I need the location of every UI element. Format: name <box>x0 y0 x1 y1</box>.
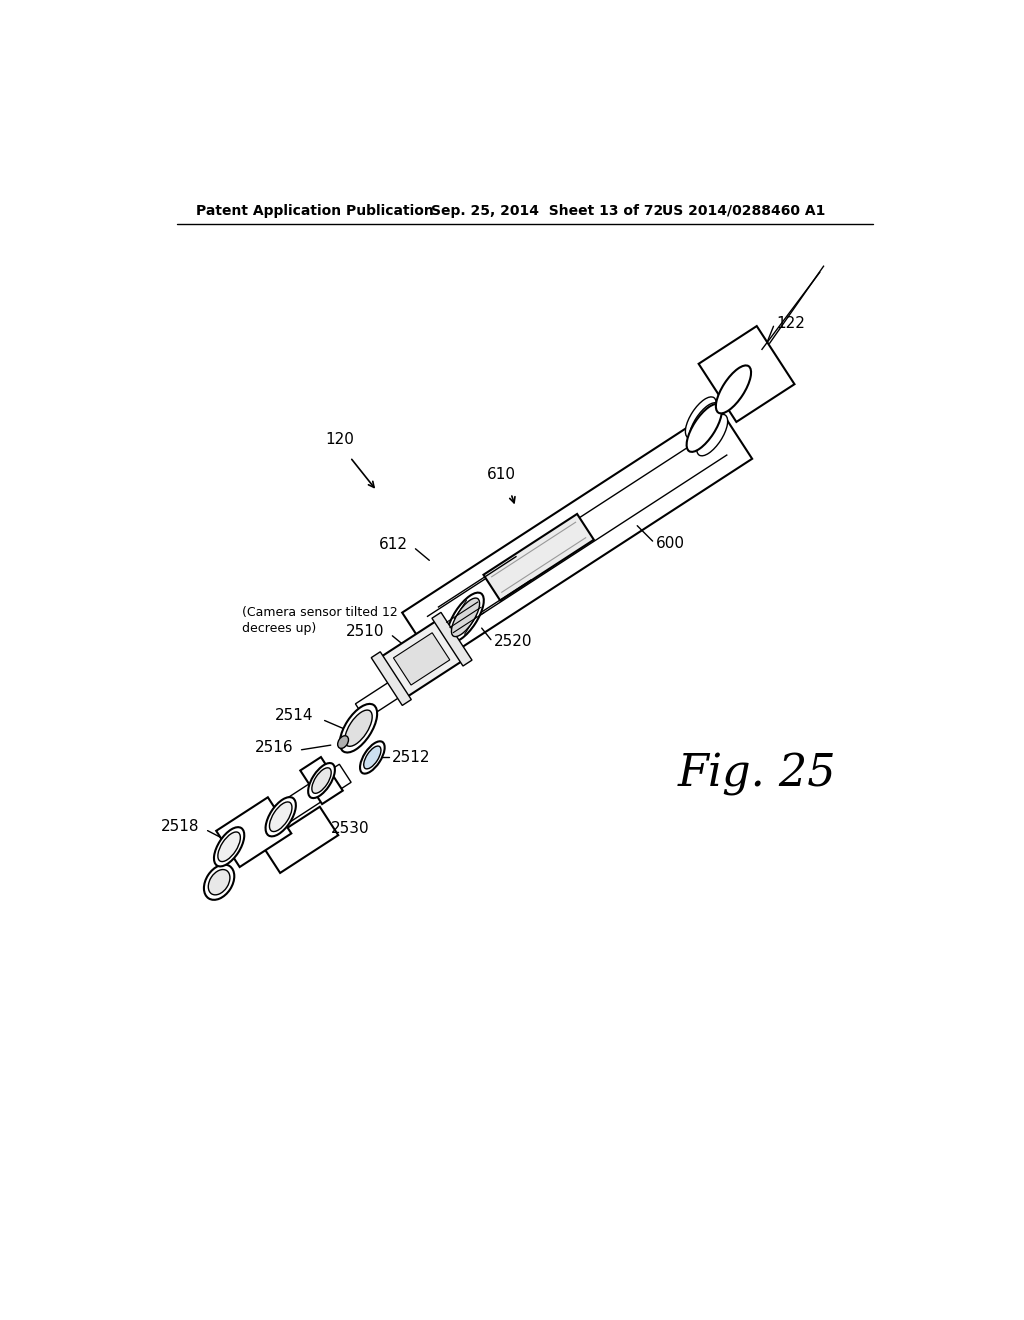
Polygon shape <box>432 612 472 667</box>
Ellipse shape <box>340 704 377 752</box>
Polygon shape <box>698 326 795 422</box>
Ellipse shape <box>269 803 292 832</box>
Text: (Camera sensor tilted 12: (Camera sensor tilted 12 <box>243 606 398 619</box>
Ellipse shape <box>716 366 751 413</box>
Ellipse shape <box>364 746 381 768</box>
Polygon shape <box>483 513 594 601</box>
Text: 2510: 2510 <box>346 623 385 639</box>
Text: 2518: 2518 <box>162 820 200 834</box>
Text: 2520: 2520 <box>494 635 532 649</box>
Ellipse shape <box>693 408 724 450</box>
Text: US 2014/0288460 A1: US 2014/0288460 A1 <box>662 203 825 218</box>
Text: Sep. 25, 2014  Sheet 13 of 72: Sep. 25, 2014 Sheet 13 of 72 <box>431 203 664 218</box>
Text: Patent Application Publication: Patent Application Publication <box>196 203 434 218</box>
Ellipse shape <box>312 768 331 793</box>
Ellipse shape <box>689 403 720 445</box>
Text: 600: 600 <box>655 536 685 550</box>
Ellipse shape <box>308 763 335 799</box>
Polygon shape <box>402 407 753 664</box>
Text: 2514: 2514 <box>275 709 313 723</box>
Polygon shape <box>262 807 338 873</box>
Polygon shape <box>393 632 450 685</box>
Text: 122: 122 <box>776 317 805 331</box>
Ellipse shape <box>208 870 230 895</box>
Polygon shape <box>246 764 351 843</box>
Text: Fig. 25: Fig. 25 <box>677 752 836 796</box>
Ellipse shape <box>345 710 372 746</box>
Polygon shape <box>378 619 465 698</box>
Ellipse shape <box>687 404 722 451</box>
Text: 2516: 2516 <box>255 741 294 755</box>
Text: 2512: 2512 <box>392 750 431 766</box>
Polygon shape <box>216 797 292 867</box>
Ellipse shape <box>218 832 241 862</box>
Ellipse shape <box>696 414 728 455</box>
Text: 612: 612 <box>379 537 408 553</box>
Text: 610: 610 <box>487 467 516 482</box>
Ellipse shape <box>360 742 385 774</box>
Ellipse shape <box>265 797 296 837</box>
Polygon shape <box>300 758 343 804</box>
Ellipse shape <box>214 828 245 866</box>
Ellipse shape <box>204 865 234 900</box>
Polygon shape <box>355 672 414 719</box>
Polygon shape <box>372 652 412 705</box>
Text: decrees up): decrees up) <box>243 622 316 635</box>
Ellipse shape <box>685 397 717 438</box>
Ellipse shape <box>452 598 479 636</box>
Text: 2530: 2530 <box>331 821 370 836</box>
Ellipse shape <box>338 735 348 748</box>
Ellipse shape <box>447 593 483 642</box>
Text: 120: 120 <box>326 432 354 447</box>
